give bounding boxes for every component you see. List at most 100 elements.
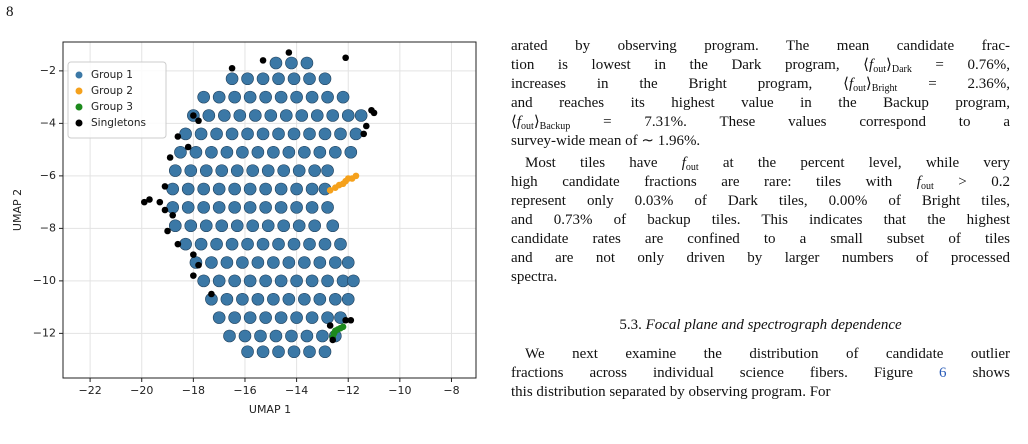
text-run: out [920, 181, 934, 192]
point [290, 182, 303, 196]
text-run: Dark [891, 64, 912, 75]
text-run: tion is lowest in the Dark program, ⟨ [511, 57, 870, 73]
point [210, 237, 223, 251]
point [290, 311, 303, 324]
point [228, 182, 241, 196]
point [259, 201, 272, 214]
x-tick-label: −18 [182, 384, 205, 397]
point [230, 164, 244, 177]
point [161, 206, 169, 214]
text-run: f [681, 155, 686, 171]
point [251, 292, 265, 306]
legend-label: Singletons [91, 117, 146, 129]
point [174, 145, 187, 159]
point [225, 72, 239, 86]
text-line: and are not only driven by larger number… [511, 249, 1010, 268]
point [199, 219, 213, 233]
x-tick-label: −22 [78, 384, 101, 397]
legend-box [67, 61, 167, 139]
point [179, 237, 192, 251]
point [326, 219, 340, 233]
point [308, 219, 321, 233]
point [300, 56, 314, 70]
point [220, 145, 234, 159]
text-run[interactable]: 6 [938, 365, 947, 381]
text-run: and reaches its highest value in the Bac… [511, 95, 1010, 111]
point [287, 127, 301, 141]
text-run: ⟩ [885, 57, 892, 73]
text-run: f [869, 57, 874, 73]
point [341, 256, 355, 269]
point [349, 127, 363, 141]
point [261, 219, 275, 233]
text-run: fractions across individual science fibe… [511, 365, 939, 381]
point [272, 237, 285, 251]
point [274, 201, 288, 214]
point [174, 240, 182, 248]
point [241, 237, 254, 251]
text-run: shows [946, 365, 1010, 381]
y-tick-label: −10 [33, 274, 56, 287]
text-run: candidate rates are confined to a small … [511, 231, 1010, 247]
point [212, 90, 226, 104]
point [220, 256, 234, 269]
text-run: ⟩ [533, 114, 540, 130]
point [326, 187, 334, 194]
point [243, 201, 257, 214]
point [243, 182, 257, 196]
point [316, 329, 329, 343]
point [241, 345, 254, 359]
text-run: out [873, 64, 886, 75]
point [174, 133, 182, 140]
point [285, 49, 293, 56]
point [259, 311, 272, 324]
point [212, 182, 226, 196]
point [225, 237, 239, 251]
point [243, 274, 257, 288]
point [277, 219, 290, 233]
point [166, 201, 180, 214]
point [295, 109, 309, 122]
text-line: Most tiles have fout at the percent leve… [511, 154, 1010, 173]
x-axis-label: UMAP 1 [249, 403, 291, 416]
point [334, 237, 347, 251]
point [347, 316, 355, 324]
y-tick-label: −6 [40, 169, 56, 182]
point [228, 201, 241, 214]
point [292, 219, 306, 233]
series [141, 49, 378, 344]
x-tick-label: −14 [285, 384, 308, 397]
point [285, 329, 298, 343]
point [303, 237, 316, 251]
point [223, 329, 236, 343]
point [272, 72, 285, 86]
point [259, 57, 267, 64]
point [230, 219, 244, 233]
point [166, 182, 180, 196]
text-run: f [848, 76, 854, 92]
text-run: increases in the Bright program, ⟨ [511, 76, 849, 92]
text-line: and reaches its highest value in the Bac… [511, 94, 1010, 113]
point [326, 109, 340, 122]
point [318, 127, 332, 141]
text-run: this distribution separated by observing… [511, 384, 831, 400]
point [303, 72, 316, 86]
point [305, 274, 319, 288]
point [189, 145, 203, 159]
point [298, 292, 311, 306]
text-run: Bright [871, 83, 898, 94]
point [238, 329, 252, 343]
point [256, 72, 270, 86]
point [326, 322, 334, 329]
point [303, 127, 316, 141]
point [310, 109, 324, 122]
x-tick-label: −16 [233, 384, 256, 397]
point [181, 182, 195, 196]
legend-label: Group 1 [91, 69, 133, 81]
point [179, 127, 192, 141]
section-number: 5.3. [619, 317, 642, 333]
point [341, 292, 355, 306]
point [318, 72, 332, 86]
point [212, 201, 226, 214]
text-run: arated by observing program. The mean ca… [511, 38, 1010, 54]
